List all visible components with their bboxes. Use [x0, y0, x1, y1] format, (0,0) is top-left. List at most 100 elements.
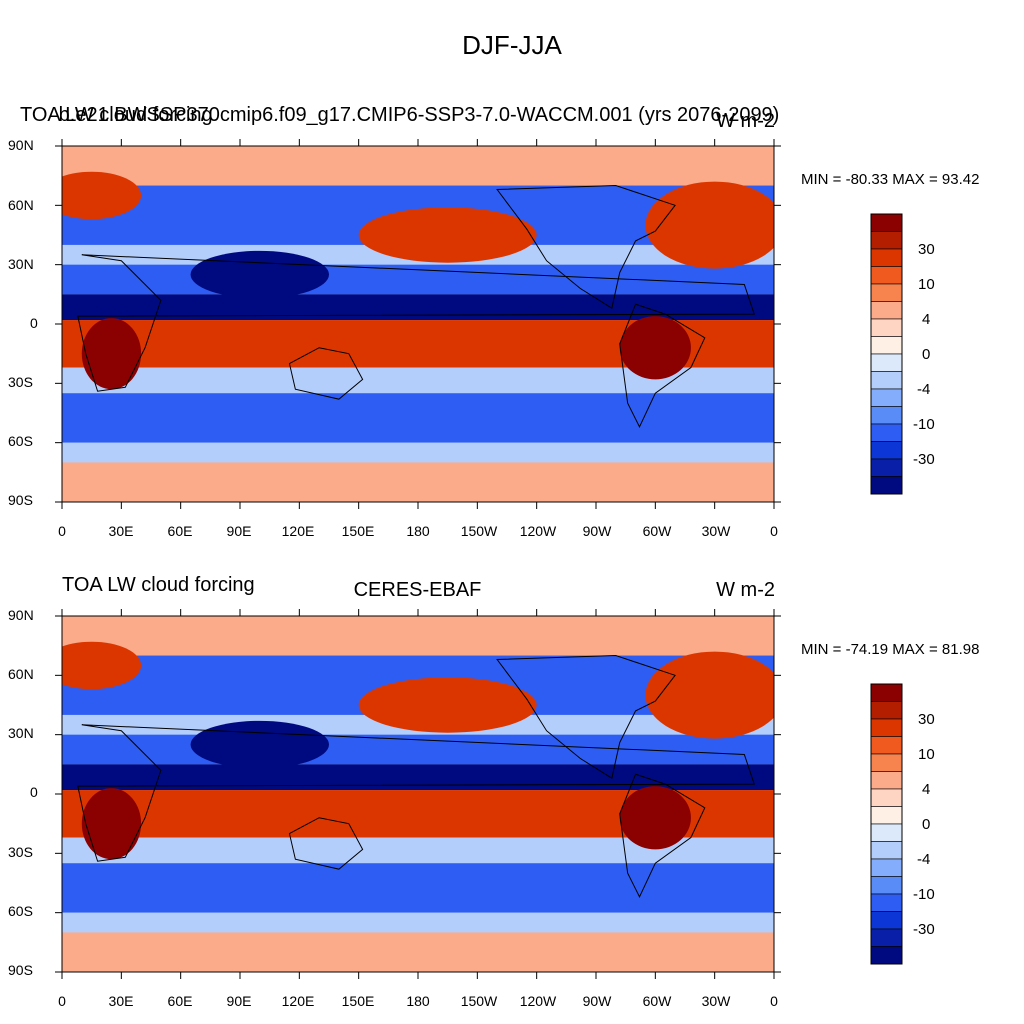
colorbar-swatch: [870, 911, 903, 930]
coastline: [288, 817, 364, 870]
colorbar-swatch: [870, 353, 903, 372]
panel2-minmax: MIN = -74.19 MAX = 81.98: [801, 641, 980, 658]
africa-blob: [81, 788, 142, 860]
colorbar-swatch: [870, 823, 903, 842]
panel2-lon-label: 90W: [582, 993, 612, 1009]
panel1-colorbar-label: -30: [913, 451, 935, 468]
colorbar-swatch: [870, 388, 903, 407]
panel1-lon-label: 90W: [582, 523, 612, 539]
panel1-lat-label: 60N: [8, 197, 34, 213]
southern-ocean-band: [62, 863, 774, 913]
panel1-lon-label: 120W: [519, 523, 557, 539]
panel2-lat-label: 90N: [8, 607, 34, 623]
coastline: [496, 655, 676, 779]
panel1-lon-label: 150W: [460, 523, 498, 539]
antarctic-band: [62, 462, 774, 502]
panel1-lat-label: 90N: [8, 137, 34, 153]
panel1-lon-label: 150E: [341, 523, 375, 539]
maritime-blob: [269, 331, 409, 364]
panel2-lon-label: 0: [58, 993, 66, 1009]
colorbar-swatch: [870, 718, 903, 737]
colorbar-swatch: [870, 683, 903, 702]
page-title: DJF-JJA: [462, 30, 562, 60]
panel2-lon-label: 60E: [167, 993, 193, 1009]
colorbar-swatch: [870, 946, 903, 965]
panel1-case-title: b.e21.BWSSP370cmip6.f09_g17.CMIP6-SSP3-7…: [58, 104, 780, 126]
panel1-lat-label: 0: [30, 315, 38, 331]
colorbar-swatch: [870, 231, 903, 250]
colorbar-swatch: [870, 266, 903, 285]
panel1-lon-label: 0: [58, 523, 66, 539]
colorbar-swatch: [870, 893, 903, 912]
south-pacific-blob: [408, 801, 507, 826]
panel2-lon-label: 120E: [281, 993, 315, 1009]
panel2-case-title: CERES-EBAF: [353, 579, 482, 601]
colorbar-swatch: [870, 423, 903, 442]
panel1-colorbar-label: 0: [922, 346, 931, 363]
panel2-map: [62, 616, 774, 972]
colorbar-swatch: [870, 476, 903, 495]
panel2-lon-label: 180: [406, 993, 430, 1009]
nh-subtropic-band: [62, 264, 774, 295]
colorbar-swatch: [870, 771, 903, 790]
arctic-band: [62, 146, 774, 186]
panel1-lon-label: 0: [770, 523, 778, 539]
colorbar-swatch: [870, 318, 903, 337]
colorbar-swatch: [870, 248, 903, 267]
coastline: [619, 773, 706, 898]
coastline: [619, 303, 706, 428]
panel1-colorbar-label: 10: [918, 276, 935, 293]
africa-blob: [81, 318, 142, 390]
south-america-blob: [619, 786, 691, 850]
panel2-colorbar-label: 30: [918, 711, 935, 728]
colorbar-swatch: [870, 858, 903, 877]
panel1-lat-label: 90S: [8, 492, 33, 508]
colorbar-swatch: [870, 701, 903, 720]
panel1-lon-label: 90E: [226, 523, 252, 539]
panel2-lat-label: 60S: [8, 903, 33, 919]
coastline: [77, 724, 755, 862]
north-pacific-blob: [358, 207, 537, 263]
colorbar-swatch: [870, 371, 903, 390]
panel2-colorbar-label: 10: [918, 746, 935, 763]
panel2-lon-label: 30E: [108, 993, 134, 1009]
coastline: [288, 347, 364, 400]
nh-subtropic-band: [62, 734, 774, 765]
panel2-colorbar-label: 0: [922, 816, 931, 833]
panel1-colorbar-label: -10: [913, 416, 935, 433]
panel1-colorbar-label: 4: [922, 311, 931, 328]
panel1-lon-label: 180: [406, 523, 430, 539]
panel1-left-title: TOA LW cloud forcing: [20, 104, 213, 126]
coastline: [77, 254, 755, 392]
panel1-colorbar-label: -4: [917, 381, 931, 398]
panel2-lat-label: 90S: [8, 962, 33, 978]
panel1-lat-label: 30N: [8, 256, 34, 272]
panel1-lon-label: 120E: [281, 523, 315, 539]
panel1-lat-label: 30S: [8, 374, 33, 390]
panel2-lon-label: 120W: [519, 993, 557, 1009]
colorbar-swatch: [870, 806, 903, 825]
panel2-left-title: TOA LW cloud forcing: [62, 574, 255, 596]
antarctic-coast-band: [62, 442, 774, 463]
panel2-lon-label: 150W: [460, 993, 498, 1009]
panel2-lat-label: 30N: [8, 725, 34, 741]
asia-blob: [190, 250, 329, 299]
panel2-colorbar-label: -30: [913, 921, 935, 938]
panel2-lon-label: 150E: [341, 993, 375, 1009]
antarctic-band: [62, 932, 774, 972]
colorbar-swatch: [870, 441, 903, 460]
panel2-colorbar-label: 4: [922, 781, 931, 798]
panel2-lon-label: 0: [770, 993, 778, 1009]
panel2-colorbar-label: -10: [913, 886, 935, 903]
colorbar-swatch: [870, 213, 903, 232]
panel1-colorbar-label: 30: [918, 241, 935, 258]
panel2-colorbar-frame: [870, 683, 903, 965]
colorbar-swatch: [870, 283, 903, 302]
panel2-lon-label: 90E: [226, 993, 252, 1009]
coastline: [496, 185, 676, 309]
south-america-blob: [619, 316, 691, 380]
panel2-lon-label: 30W: [701, 993, 731, 1009]
panel1-lon-label: 60E: [167, 523, 193, 539]
panel1-units: W m-2: [716, 110, 775, 132]
